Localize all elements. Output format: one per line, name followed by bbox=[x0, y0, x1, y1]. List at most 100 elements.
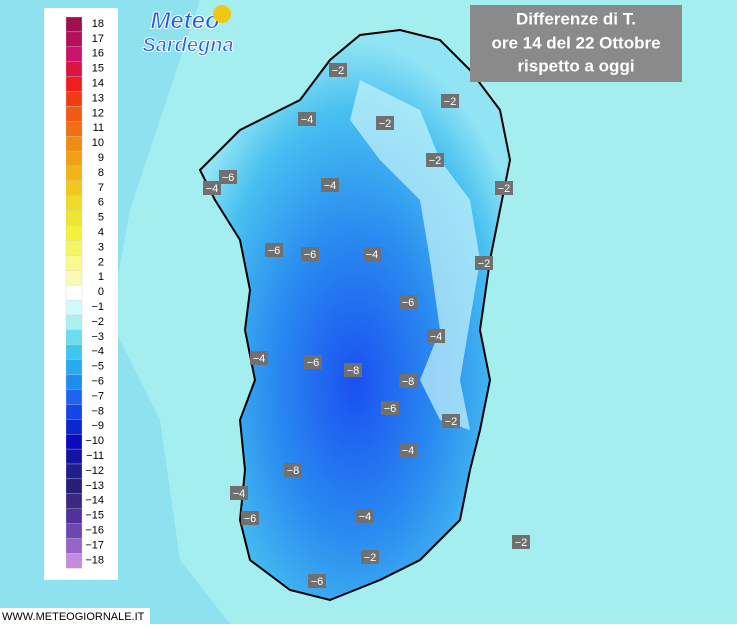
legend-swatch bbox=[65, 31, 83, 47]
legend-swatch bbox=[65, 136, 83, 152]
contour-label: −2 bbox=[379, 118, 392, 130]
contour-label: −6 bbox=[268, 245, 281, 257]
legend-swatch bbox=[65, 314, 83, 331]
legend-label: −11 bbox=[86, 450, 104, 462]
logo-line: Sardegna bbox=[142, 34, 233, 56]
title-line: Differenze di T. bbox=[516, 9, 636, 28]
label-box bbox=[250, 351, 268, 365]
legend-swatch bbox=[65, 404, 83, 420]
label-box bbox=[203, 181, 221, 195]
label-box bbox=[376, 116, 394, 130]
label-box bbox=[301, 247, 319, 261]
legend-swatch bbox=[65, 344, 83, 360]
legend-label: −9 bbox=[91, 420, 104, 432]
legend-swatch bbox=[65, 225, 83, 241]
logo-line: Meteo bbox=[150, 7, 219, 34]
legend-label: −15 bbox=[85, 510, 104, 522]
legend-swatch bbox=[65, 106, 83, 122]
legend-label: 9 bbox=[98, 152, 104, 164]
contour-label: −2 bbox=[364, 552, 377, 564]
legend-label: −2 bbox=[91, 316, 104, 328]
legend: 1817161514131211109876543210−1−2−3−4−5−6… bbox=[65, 16, 104, 569]
legend-label: 11 bbox=[93, 122, 104, 134]
map-labels: −2−2−4 −2−2−6−4 −4 −2−6 −6 −4−2−6−4−4 −6−8−8−6… bbox=[203, 63, 530, 588]
label-box bbox=[426, 153, 444, 167]
legend-label: −5 bbox=[91, 361, 104, 373]
contour-label: −6 bbox=[307, 357, 320, 369]
contour-label: −8 bbox=[287, 465, 300, 477]
footer-box bbox=[0, 608, 150, 624]
legend-swatch bbox=[65, 76, 83, 92]
label-box bbox=[230, 486, 248, 500]
logo-sun bbox=[213, 5, 231, 23]
label-box bbox=[356, 509, 374, 523]
legend-label: −6 bbox=[91, 376, 104, 388]
contour-label: −6 bbox=[304, 249, 317, 261]
title-line: ore 14 del 22 Ottobre bbox=[491, 33, 660, 52]
legend-swatch bbox=[65, 538, 83, 554]
legend-label: 16 bbox=[92, 48, 104, 60]
legend-label: 18 bbox=[92, 18, 104, 30]
contour-label: −6 bbox=[402, 297, 415, 309]
label-box bbox=[363, 247, 381, 261]
label-box bbox=[265, 243, 283, 257]
legend-swatch bbox=[65, 121, 83, 137]
label-box bbox=[298, 112, 316, 126]
contour-label: −4 bbox=[430, 331, 443, 343]
legend-label: 4 bbox=[98, 227, 104, 239]
label-box bbox=[399, 443, 417, 457]
label-box bbox=[441, 94, 459, 108]
legend-label: 12 bbox=[92, 107, 104, 119]
label-box bbox=[329, 63, 347, 77]
label-box bbox=[512, 535, 530, 549]
label-box bbox=[361, 550, 379, 564]
label-box bbox=[427, 329, 445, 343]
label-box bbox=[344, 363, 362, 377]
contour-label: −4 bbox=[301, 114, 314, 126]
legend-swatch bbox=[65, 463, 83, 480]
legend-label: 3 bbox=[98, 241, 104, 253]
contour-label: −8 bbox=[347, 365, 360, 377]
contour-label: −6 bbox=[244, 513, 257, 525]
legend-swatch bbox=[65, 61, 83, 77]
contour-label: −2 bbox=[515, 537, 528, 549]
legend-label: −12 bbox=[85, 465, 104, 477]
legend-label: −18 bbox=[85, 554, 104, 566]
legend-swatch bbox=[65, 16, 83, 33]
label-box bbox=[284, 463, 302, 477]
legend-swatch bbox=[65, 359, 83, 375]
label-box bbox=[495, 181, 513, 195]
warm-area bbox=[350, 80, 480, 430]
label-box bbox=[399, 374, 417, 388]
legend-label: −1 bbox=[91, 301, 104, 313]
contour-label: −2 bbox=[429, 155, 442, 167]
legend-label: −14 bbox=[85, 495, 104, 507]
label-box bbox=[399, 295, 417, 309]
legend-label: −17 bbox=[85, 539, 104, 551]
legend-label: −4 bbox=[91, 346, 104, 358]
contour-label: −6 bbox=[384, 403, 397, 415]
legend-swatch bbox=[65, 180, 83, 196]
contour-label: −8 bbox=[402, 376, 415, 388]
title-box bbox=[470, 5, 682, 82]
label-box bbox=[241, 511, 259, 525]
label-box bbox=[304, 355, 322, 369]
legend-label: 15 bbox=[92, 63, 104, 75]
legend-label: −7 bbox=[91, 390, 104, 402]
legend-swatch bbox=[65, 91, 83, 107]
legend-swatch bbox=[65, 374, 83, 390]
legend-swatch bbox=[65, 434, 83, 450]
footer: WWW.METEOGIORNALE.IT bbox=[2, 611, 145, 623]
contour-label: −2 bbox=[445, 416, 458, 428]
legend-label: −10 bbox=[85, 435, 104, 447]
legend-swatch bbox=[65, 255, 83, 271]
legend-swatch bbox=[65, 46, 83, 62]
contour-label: −2 bbox=[498, 183, 511, 195]
contour-label: −6 bbox=[311, 576, 324, 588]
legend-swatch bbox=[65, 523, 83, 539]
legend-label: 17 bbox=[92, 33, 104, 45]
legend-label: 7 bbox=[98, 182, 104, 194]
title-line: rispetto a oggi bbox=[517, 56, 634, 75]
label-box bbox=[381, 401, 399, 415]
legend-swatch bbox=[65, 299, 83, 316]
